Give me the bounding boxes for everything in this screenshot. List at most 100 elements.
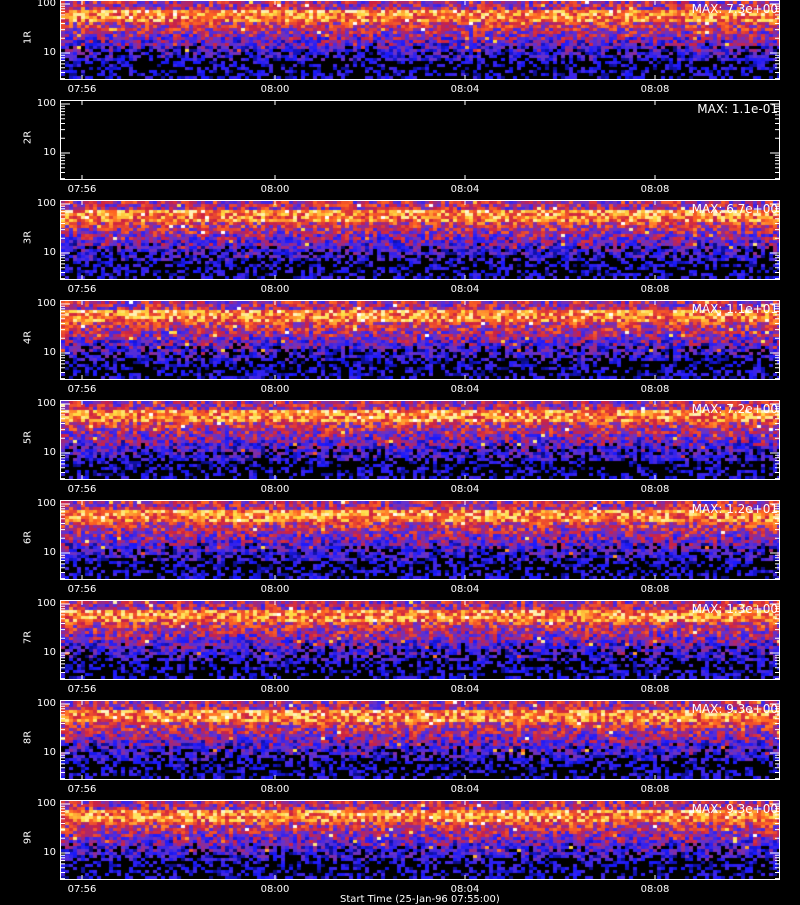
x-tick-label: 08:08: [640, 784, 670, 795]
x-tick-label: 08:00: [260, 584, 290, 595]
tick-marks: [60, 0, 780, 80]
spectrogram-image: [61, 801, 779, 879]
x-tick-label: 08:04: [450, 284, 480, 295]
max-value-label: MAX: 1.1e-01: [697, 102, 778, 116]
x-tick-label: 07:56: [67, 84, 97, 95]
y-tick-label: 10: [43, 847, 56, 858]
x-tick-label: 08:00: [260, 484, 290, 495]
spectrogram-panel: 3R 100 10 MAX: 6.7e+00 07:56 08:00 08:04 08:08: [0, 198, 800, 300]
plot-frame: [60, 400, 780, 480]
max-value-label: MAX: 9.3e+00: [691, 702, 778, 716]
spectrogram-image: [61, 501, 779, 579]
x-tick-label: 07:56: [67, 484, 97, 495]
max-value-label: MAX: 1.1e+01: [691, 302, 778, 316]
y-tick-label: 10: [43, 647, 56, 658]
plot-frame: [60, 700, 780, 780]
x-tick-label: 07:56: [67, 784, 97, 795]
spectrogram-panel: 8R 100 10 MAX: 9.3e+00 07:56 08:00 08:04 08:08: [0, 698, 800, 800]
x-tick-label: 08:08: [640, 184, 670, 195]
plot-frame: [60, 600, 780, 680]
y-tick-label: 10: [43, 747, 56, 758]
x-tick-label: 08:08: [640, 284, 670, 295]
x-tick-label: 08:00: [260, 84, 290, 95]
tick-marks: [60, 400, 780, 480]
x-tick-label: 08:04: [450, 884, 480, 895]
x-tick-label: 08:08: [640, 484, 670, 495]
y-tick-label: 100: [36, 98, 56, 109]
x-tick-label: 08:00: [260, 884, 290, 895]
y-tick-label: 10: [43, 347, 56, 358]
x-tick-label: 07:56: [67, 284, 97, 295]
x-tick-label: 08:08: [640, 684, 670, 695]
tick-marks: [60, 700, 780, 780]
x-tick-label: 08:04: [450, 584, 480, 595]
x-tick-label: 07:56: [67, 184, 97, 195]
y-tick-label: 10: [43, 47, 56, 58]
spectrogram-panel: 1R 100 10 MAX: 7.3e+00 07:56 08:00 08:04 08:08: [0, 0, 800, 100]
x-tick-label: 08:04: [450, 684, 480, 695]
x-tick-label: 07:56: [67, 884, 97, 895]
y-tick-label: 100: [36, 0, 56, 9]
spectrogram-panel: 9R 100 10 MAX: 9.3e+00 07:56 08:00 08:04 08:08: [0, 798, 800, 900]
max-value-label: MAX: 1.3e+00: [691, 602, 778, 616]
x-tick-label: 08:08: [640, 384, 670, 395]
plot-frame: [60, 200, 780, 280]
tick-marks: [60, 600, 780, 680]
max-value-label: MAX: 9.3e+00: [691, 802, 778, 816]
tick-marks: [60, 500, 780, 580]
x-tick-label: 08:08: [640, 84, 670, 95]
x-tick-label: 08:04: [450, 184, 480, 195]
x-tick-label: 08:04: [450, 84, 480, 95]
plot-frame: [60, 800, 780, 880]
spectrogram-image: [61, 101, 779, 179]
plot-frame: [60, 300, 780, 380]
x-tick-label: 08:00: [260, 184, 290, 195]
x-tick-label: 08:04: [450, 384, 480, 395]
plot-frame: [60, 500, 780, 580]
y-tick-label: 10: [43, 447, 56, 458]
x-tick-label: 08:08: [640, 584, 670, 595]
plot-frame: [60, 100, 780, 180]
y-tick-label: 100: [36, 598, 56, 609]
x-tick-label: 08:00: [260, 284, 290, 295]
y-tick-label: 100: [36, 698, 56, 709]
max-value-label: MAX: 7.3e+00: [691, 2, 778, 16]
tick-marks: [60, 200, 780, 280]
y-tick-label: 100: [36, 298, 56, 309]
max-value-label: MAX: 6.7e+00: [691, 202, 778, 216]
x-tick-label: 08:00: [260, 384, 290, 395]
spectrogram-image: [61, 201, 779, 279]
x-tick-label: 08:00: [260, 684, 290, 695]
y-tick-label: 100: [36, 498, 56, 509]
y-tick-label: 10: [43, 547, 56, 558]
y-tick-label: 100: [36, 198, 56, 209]
tick-marks: [60, 100, 780, 180]
x-tick-label: 08:08: [640, 884, 670, 895]
x-tick-label: 07:56: [67, 384, 97, 395]
spectrogram-image: [61, 601, 779, 679]
x-tick-label: 07:56: [67, 584, 97, 595]
plot-frame: [60, 0, 780, 80]
x-tick-label: 08:04: [450, 784, 480, 795]
tick-marks: [60, 800, 780, 880]
y-tick-label: 100: [36, 798, 56, 809]
y-tick-label: 10: [43, 247, 56, 258]
y-tick-label: 100: [36, 398, 56, 409]
spectrogram-image: [61, 1, 779, 79]
x-tick-label: 08:04: [450, 484, 480, 495]
spectrogram-image: [61, 401, 779, 479]
spectrogram-panel: 5R 100 10 MAX: 7.2e+00 07:56 08:00 08:04 08:08: [0, 398, 800, 500]
spectrogram-panel: 6R 100 10 MAX: 1.2e+01 07:56 08:00 08:04 08:08: [0, 498, 800, 600]
spectrogram-panel: 2R 100 10 MAX: 1.1e-01 07:56 08:00 08:04 08:08: [0, 98, 800, 200]
x-tick-label: 07:56: [67, 684, 97, 695]
spectrogram-image: [61, 301, 779, 379]
spectrogram-panel: 7R 100 10 MAX: 1.3e+00 07:56 08:00 08:04 08:08: [0, 598, 800, 700]
spectrogram-panel: 4R 100 10 MAX: 1.1e+01 07:56 08:00 08:04 08:08: [0, 298, 800, 400]
x-tick-label: 08:00: [260, 784, 290, 795]
max-value-label: MAX: 1.2e+01: [691, 502, 778, 516]
max-value-label: MAX: 7.2e+00: [691, 402, 778, 416]
y-tick-label: 10: [43, 147, 56, 158]
tick-marks: [60, 300, 780, 380]
spectrogram-image: [61, 701, 779, 779]
